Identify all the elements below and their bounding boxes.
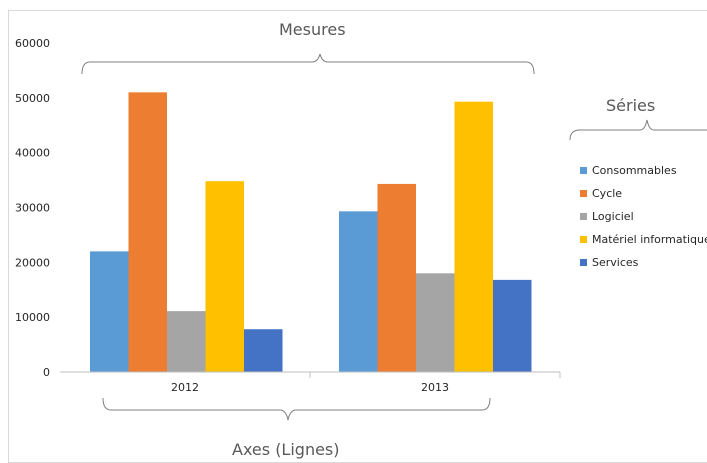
y-tick-label: 20000 — [15, 256, 50, 269]
bar-consommables-2012 — [90, 251, 129, 372]
bar-mat-riel-informatique-2012 — [205, 181, 244, 372]
legend-item: Matériel informatique — [580, 233, 707, 246]
bar-mat-riel-informatique-2013 — [454, 101, 493, 373]
legend-label: Consommables — [592, 164, 677, 177]
legend-label: Cycle — [592, 187, 623, 200]
axes-brace — [102, 397, 491, 421]
y-axis: 0 10000 20000 30000 40000 50000 60000 — [15, 37, 50, 379]
legend-swatch — [580, 190, 587, 197]
axes-label: Axes (Lignes) — [232, 440, 340, 459]
y-tick-label: 0 — [43, 366, 50, 379]
x-tick-label: 2012 — [171, 381, 199, 394]
measures-brace — [81, 53, 535, 75]
y-tick-label: 50000 — [15, 92, 50, 105]
series-label: Séries — [606, 96, 656, 115]
y-tick-label: 30000 — [15, 202, 50, 215]
measures-label: Mesures — [279, 20, 346, 39]
bar-consommables-2013 — [339, 211, 378, 372]
bar-services-2013 — [493, 279, 532, 372]
legend-swatch — [580, 259, 587, 266]
legend-label: Matériel informatique — [592, 233, 707, 246]
bar-logiciel-2012 — [167, 311, 206, 372]
bar-cycle-2013 — [377, 183, 416, 372]
bar-services-2012 — [244, 329, 283, 372]
legend-swatch — [580, 236, 587, 243]
legend-label: Services — [592, 256, 639, 269]
bar-cycle-2012 — [128, 92, 167, 372]
y-tick-label: 10000 — [15, 311, 50, 324]
y-tick-label: 60000 — [15, 37, 50, 50]
legend-item: Consommables — [580, 164, 677, 177]
bars — [90, 92, 532, 373]
series-brace — [569, 119, 707, 141]
x-tick-label: 2013 — [421, 381, 449, 394]
legend-item: Logiciel — [580, 210, 634, 223]
legend-swatch — [580, 167, 587, 174]
legend-item: Cycle — [580, 187, 622, 200]
bar-logiciel-2013 — [416, 273, 455, 372]
legend-label: Logiciel — [592, 210, 634, 223]
y-tick-label: 40000 — [15, 147, 50, 160]
legend-item: Services — [580, 256, 638, 269]
legend-swatch — [580, 213, 587, 220]
x-axis-labels: 2012 2013 — [171, 381, 449, 394]
